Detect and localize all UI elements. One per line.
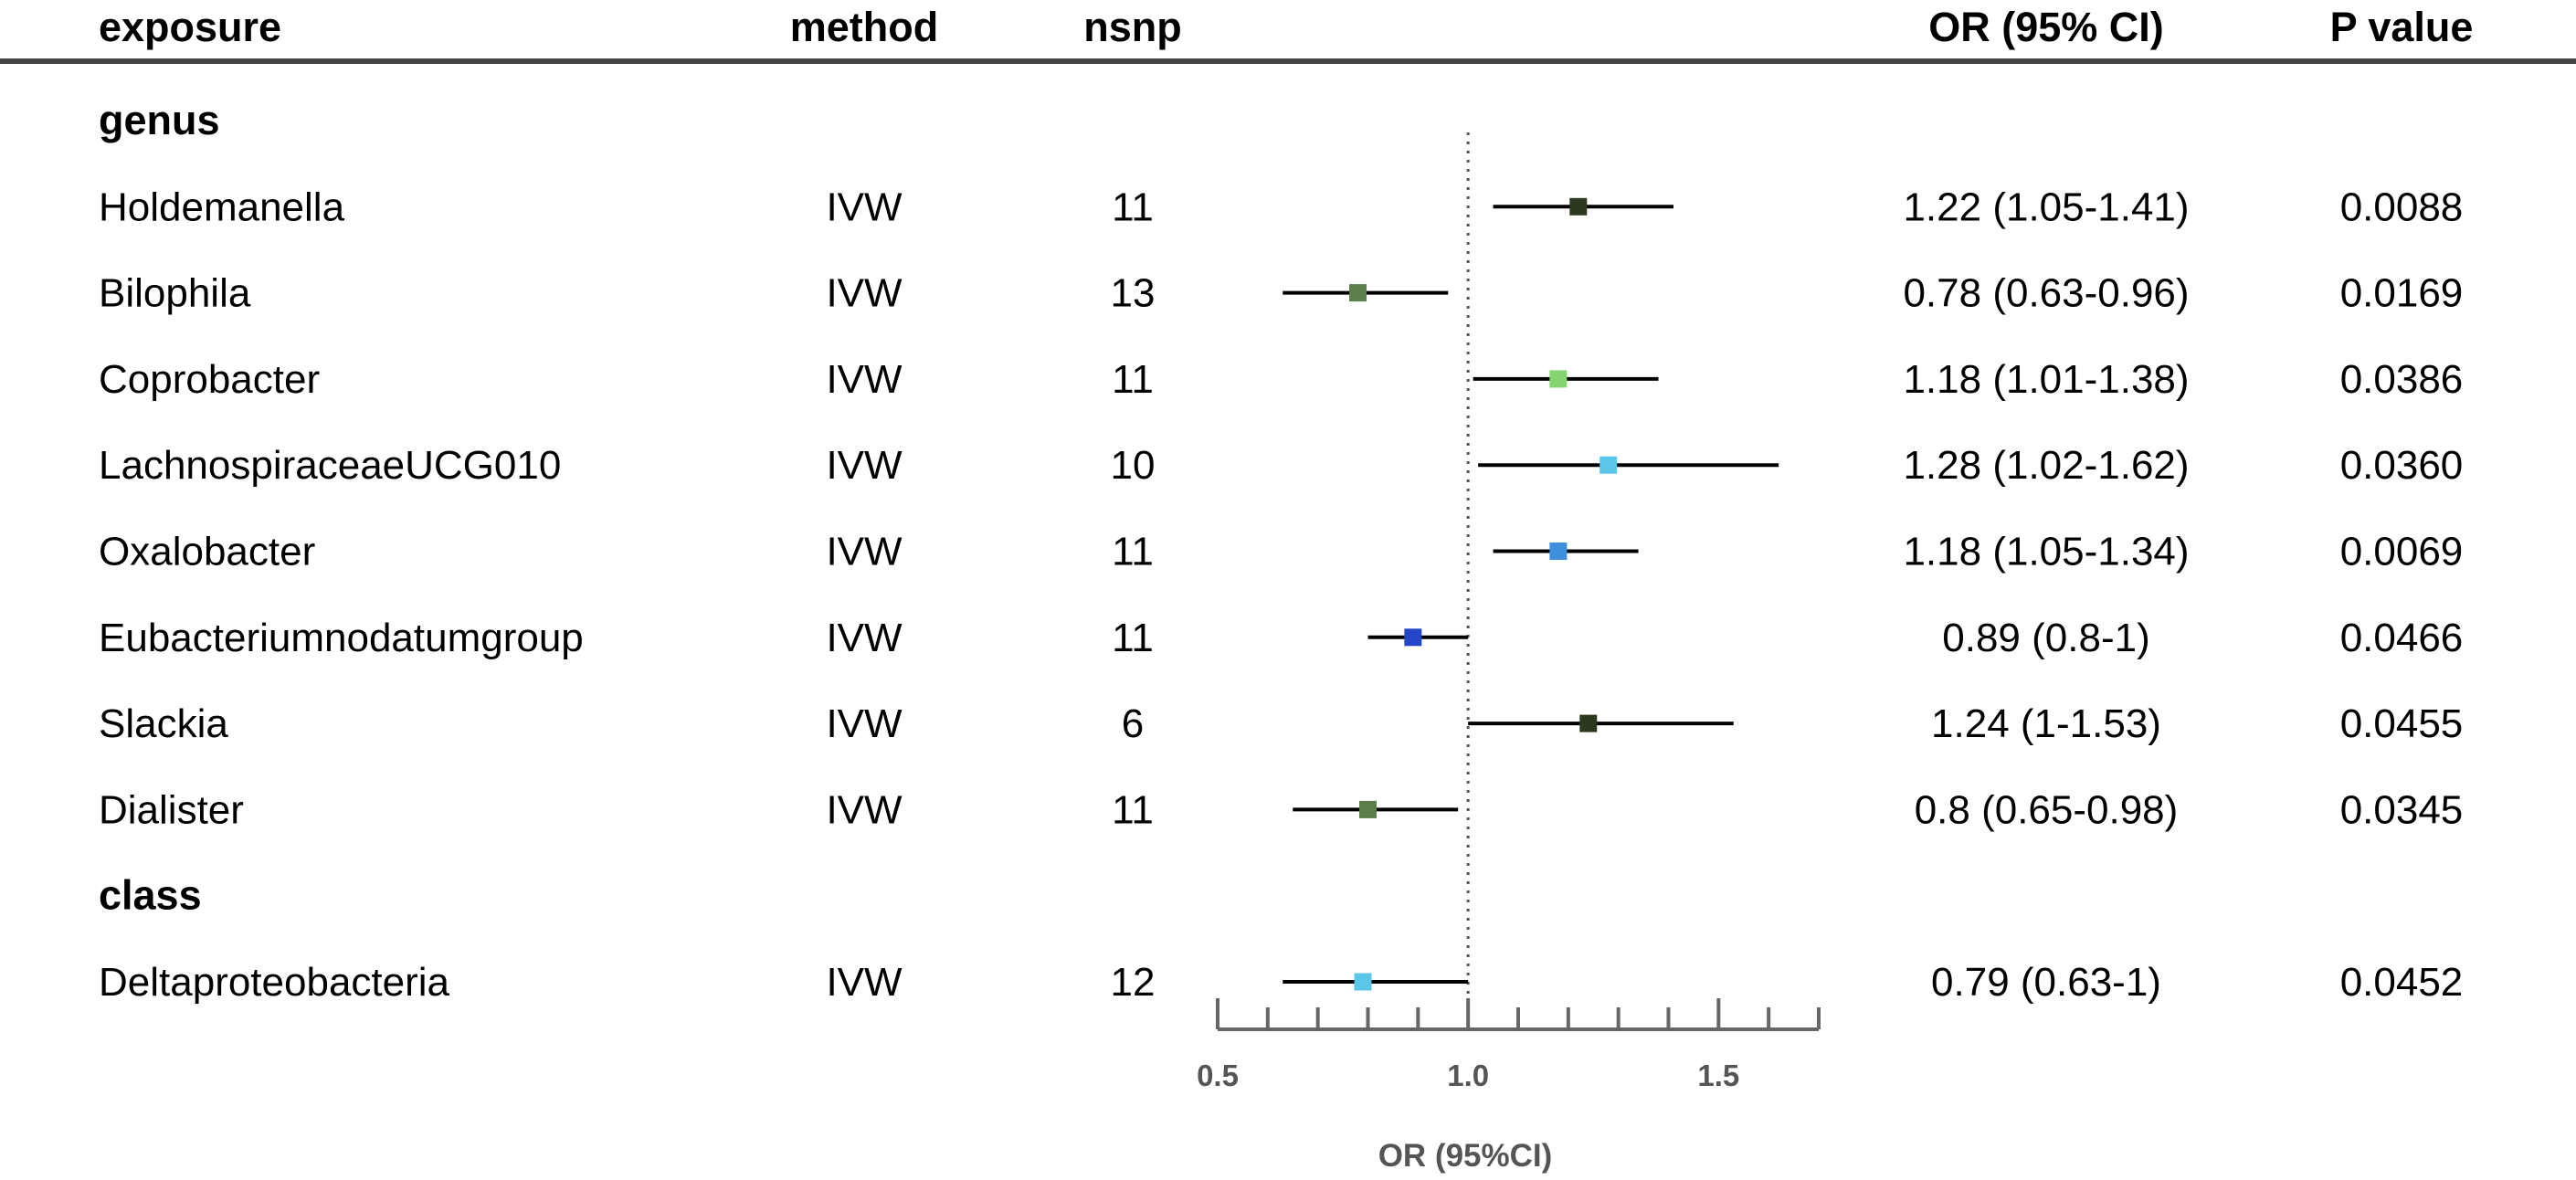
nsnp-cell: 11 xyxy=(1112,184,1154,229)
method-cell: IVW xyxy=(826,960,903,1005)
method-cell: IVW xyxy=(826,787,903,832)
nsnp-cell: 6 xyxy=(1122,701,1144,746)
table-row: Holdemanella IVW 11 1.22 (1.05-1.41) 0.0088 xyxy=(99,184,2463,229)
or-ci-cell: 1.18 (1.01-1.38) xyxy=(1903,357,2189,402)
or-ci-cell: 1.24 (1-1.53) xyxy=(1931,701,2161,746)
table-row: Deltaproteobacteria IVW 12 0.79 (0.63-1) 0.0… xyxy=(99,960,2463,1005)
exposure-cell: Oxalobacter xyxy=(99,530,315,574)
exposure-cell: Coprobacter xyxy=(99,357,320,402)
method-cell: IVW xyxy=(826,443,903,488)
nsnp-cell: 10 xyxy=(1111,443,1156,488)
or-ci-cell: 0.8 (0.65-0.98) xyxy=(1915,787,2179,832)
header-p-value: P value xyxy=(2330,4,2474,50)
p-value-cell: 0.0360 xyxy=(2340,443,2464,488)
table-row: Dialister IVW 11 0.8 (0.65-0.98) 0.0345 xyxy=(99,787,2463,832)
or-ci-cell: 0.89 (0.8-1) xyxy=(1942,616,2149,660)
or-ci-cell: 0.79 (0.63-1) xyxy=(1931,960,2161,1005)
method-cell: IVW xyxy=(826,530,903,574)
method-cell: IVW xyxy=(826,701,903,746)
group-row: genus xyxy=(99,97,220,143)
or-ci-cell: 1.22 (1.05-1.41) xyxy=(1903,184,2189,229)
table-row: Eubacteriumnodatumgroup IVW 11 0.89 (0.8-1)… xyxy=(99,616,2463,660)
p-value-cell: 0.0386 xyxy=(2340,357,2464,402)
p-value-cell: 0.0088 xyxy=(2340,184,2464,229)
or-marker xyxy=(1599,456,1618,474)
exposure-cell: Eubacteriumnodatumgroup xyxy=(99,616,584,660)
p-value-cell: 0.0069 xyxy=(2340,530,2464,574)
or-marker xyxy=(1354,973,1372,991)
p-value-cell: 0.0452 xyxy=(2340,960,2464,1005)
nsnp-cell: 11 xyxy=(1112,530,1154,574)
nsnp-cell: 11 xyxy=(1112,787,1154,832)
group-label: genus xyxy=(99,97,220,143)
or-ci-cell: 1.28 (1.02-1.62) xyxy=(1903,443,2189,488)
exposure-cell: Deltaproteobacteria xyxy=(99,960,450,1005)
table-row: LachnospiraceaeUCG010 IVW 10 1.28 (1.02-1.6… xyxy=(99,443,2463,488)
p-value-cell: 0.0169 xyxy=(2340,271,2464,316)
table-row: Coprobacter IVW 11 1.18 (1.01-1.38) 0.0386 xyxy=(99,357,2463,402)
p-value-cell: 0.0466 xyxy=(2340,616,2464,660)
x-axis: 0.5 1.0 1.5 xyxy=(1197,998,1821,1092)
exposure-cell: Holdemanella xyxy=(99,184,345,229)
exposure-cell: Dialister xyxy=(99,787,244,832)
x-axis-title: OR (95%CI) xyxy=(1378,1138,1553,1174)
p-value-cell: 0.0345 xyxy=(2340,787,2464,832)
header-exposure: exposure xyxy=(99,4,281,50)
header-nsnp: nsnp xyxy=(1083,4,1182,50)
header-or-ci: OR (95% CI) xyxy=(1928,4,2164,50)
or-marker xyxy=(1569,197,1588,216)
group-label: class xyxy=(99,872,202,919)
or-marker xyxy=(1404,628,1422,647)
or-marker xyxy=(1549,370,1568,388)
tick-label: 0.5 xyxy=(1197,1059,1239,1092)
or-marker xyxy=(1549,543,1568,560)
method-cell: IVW xyxy=(826,357,903,402)
header-method: method xyxy=(790,4,939,50)
method-cell: IVW xyxy=(826,616,903,660)
or-marker xyxy=(1359,800,1377,818)
exposure-cell: Bilophila xyxy=(99,271,251,316)
or-ci-cell: 1.18 (1.05-1.34) xyxy=(1903,530,2189,574)
or-marker xyxy=(1579,714,1598,732)
nsnp-cell: 13 xyxy=(1111,271,1156,316)
nsnp-cell: 11 xyxy=(1112,357,1154,402)
exposure-cell: LachnospiraceaeUCG010 xyxy=(99,443,561,488)
method-cell: IVW xyxy=(826,271,903,316)
p-value-cell: 0.0455 xyxy=(2340,701,2464,746)
table-header: exposure method nsnp OR (95% CI) P value xyxy=(99,4,2473,50)
group-row: class xyxy=(99,872,202,919)
or-marker xyxy=(1349,284,1367,302)
exposure-cell: Slackia xyxy=(99,701,228,746)
table-row: Oxalobacter IVW 11 1.18 (1.05-1.34) 0.0069 xyxy=(99,530,2463,574)
table-row: Slackia IVW 6 1.24 (1-1.53) 0.0455 xyxy=(99,701,2463,746)
tick-label: 1.5 xyxy=(1697,1059,1739,1092)
table-body: genus Holdemanella IVW 11 1.22 (1.05-1.41) 0.… xyxy=(99,97,2463,1005)
nsnp-cell: 12 xyxy=(1111,960,1156,1005)
table-row: Bilophila IVW 13 0.78 (0.63-0.96) 0.0169 xyxy=(99,271,2463,316)
method-cell: IVW xyxy=(826,184,903,229)
tick-label: 1.0 xyxy=(1447,1059,1489,1092)
nsnp-cell: 11 xyxy=(1112,616,1154,660)
or-ci-cell: 0.78 (0.63-0.96) xyxy=(1903,271,2189,316)
